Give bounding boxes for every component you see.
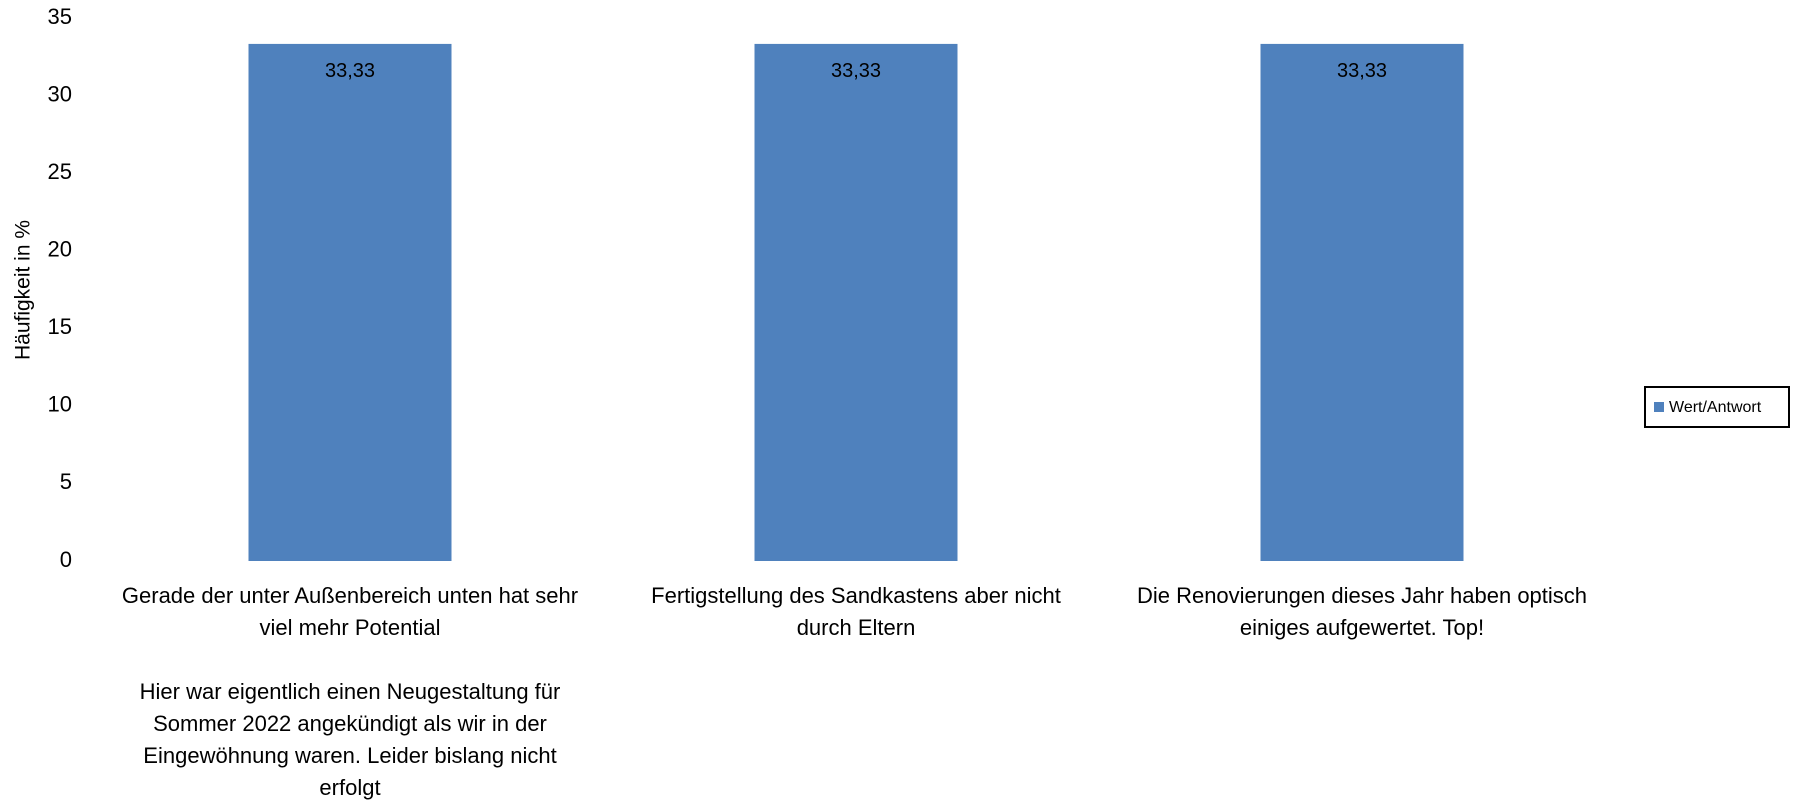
data-label: 33,33 bbox=[831, 60, 881, 82]
data-label: 33,33 bbox=[1337, 60, 1387, 82]
y-tick-label: 35 bbox=[48, 4, 72, 29]
y-tick-label: 25 bbox=[48, 159, 72, 184]
bar bbox=[1260, 43, 1464, 561]
y-tick-label: 20 bbox=[48, 237, 72, 262]
y-tick-label: 0 bbox=[60, 547, 72, 572]
bar bbox=[754, 43, 958, 561]
legend-label: Wert/Antwort bbox=[1669, 399, 1762, 416]
x-tick-label: Die Renovierungen dieses Jahr haben opti… bbox=[1136, 583, 1588, 640]
y-tick-label: 15 bbox=[48, 314, 72, 339]
x-tick-label: Gerade der unter Außenbereich unten hat … bbox=[121, 583, 579, 800]
legend-swatch bbox=[1654, 402, 1664, 412]
x-tick-label: Fertigstellung des Sandkastens aber nich… bbox=[651, 583, 1061, 640]
data-label: 33,33 bbox=[325, 60, 375, 82]
bar bbox=[248, 43, 452, 561]
y-tick-label: 30 bbox=[48, 81, 72, 106]
legend-box bbox=[1644, 386, 1790, 428]
y-tick-label: 5 bbox=[60, 469, 72, 494]
y-tick-label: 10 bbox=[48, 392, 72, 417]
y-axis-title: Häufigkeit in % bbox=[12, 220, 35, 360]
